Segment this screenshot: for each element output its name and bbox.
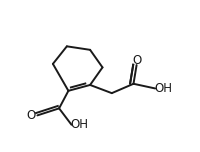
Text: O: O <box>27 109 36 122</box>
Text: OH: OH <box>154 82 172 95</box>
Text: O: O <box>132 54 141 67</box>
Text: OH: OH <box>70 118 88 131</box>
